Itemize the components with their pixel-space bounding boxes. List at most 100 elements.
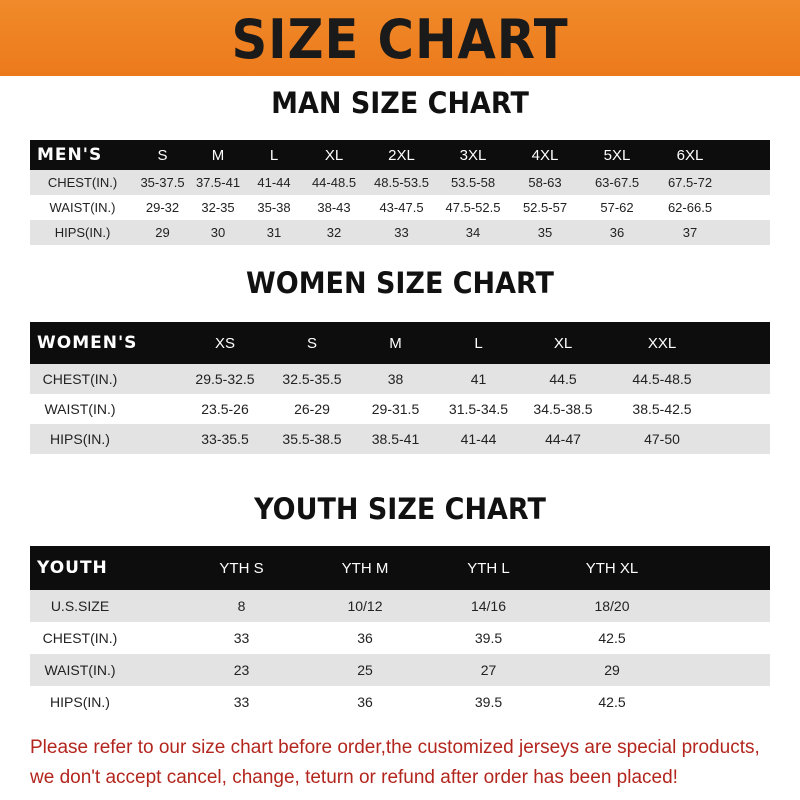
youth-section-title: YOUTH SIZE CHART [254,492,546,526]
measurement-value: 27 [480,662,497,678]
measurement-value: 63-67.5 [594,175,640,190]
measurement-value: 38 [387,371,404,387]
men-size-table: MEN'S S M L XL 2XL 3XL 4XL 5XL 6XL CHEST(IN.) 35-37… [30,140,770,245]
measurement-value: 33 [233,694,250,710]
measurement-value: 37 [682,225,698,240]
measurement-value: 33 [233,630,250,646]
measurement-value: 26-29 [294,401,330,417]
table-row: WAIST(IN.) 23.5-26 26-29 29-31.5 31.5-34.5 34… [30,394,770,424]
measurement-value: 62-66.5 [667,200,713,215]
table-title-cell: YOUTH [37,558,108,578]
size-header-cell: 2XL [388,146,415,164]
measurement-value: 41 [470,371,487,387]
size-header-cell: XL [324,146,344,164]
size-header-cell: S [157,146,168,164]
measurement-value: 34.5-38.5 [533,401,593,417]
size-header-cell: M [211,146,225,164]
measurement-label: WAIST(IN.) [44,401,116,417]
measurement-value: 43-47.5 [379,200,424,215]
women-size-table: WOMEN'S XS S M L XL XXL CHEST(IN.) 29.5-32.5 32.5… [30,322,770,454]
size-header-cell: 4XL [531,146,559,164]
measurement-label: CHEST(IN.) [47,175,118,190]
measurement-value: 57-62 [600,200,634,215]
size-header-cell: M [389,334,402,352]
measurement-value: 39.5 [474,630,503,646]
measurement-label: HIPS(IN.) [50,694,110,710]
measurement-value: 30 [210,225,226,240]
measurement-value: 38-43 [317,200,351,215]
measurement-value: 38.5-41 [371,431,420,447]
measurement-value: 36 [609,225,625,240]
measurement-value: 42.5 [598,630,626,646]
measurement-value: 31.5-34.5 [448,401,509,417]
measurement-value: 32-35 [201,200,235,215]
size-header-cell: YTH XL [585,559,639,577]
measurement-label: WAIST(IN.) [49,200,116,215]
notice-line-2: we don't accept cancel, change, teturn o… [30,767,678,788]
measurement-value: 36 [357,694,373,710]
size-header-cell: XL [553,334,573,352]
table-header-row: WOMEN'S XS S M L XL XXL [30,322,770,364]
table-title-cell: WOMEN'S [37,333,138,353]
measurement-label: HIPS(IN.) [54,225,111,240]
measurement-value: 23.5-26 [201,401,249,417]
banner: SIZE CHART [0,0,800,76]
table-row: WAIST(IN.) 29-32 32-35 35-38 38-43 43-47.5 47.… [30,195,770,220]
size-header-cell: S [306,334,317,352]
measurement-value: 33-35.5 [201,431,249,447]
measurement-value: 34 [465,225,481,240]
measurement-value: 42.5 [598,694,626,710]
table-row: HIPS(IN.) 29 30 31 32 33 34 35 36 37 [30,220,770,245]
size-header-cell: YTH S [219,559,264,577]
measurement-value: 48.5-53.5 [374,175,429,190]
table-row: WAIST(IN.) 23 25 27 29 [30,654,770,686]
measurement-value: 10/12 [347,598,383,614]
table-row: CHEST(IN.) 29.5-32.5 32.5-35.5 38 41 44.5 44.5… [30,364,770,394]
measurement-value: 29 [604,662,620,678]
measurement-value: 14/16 [470,598,507,614]
size-header-cell: 3XL [459,146,487,164]
size-header-cell: 6XL [676,146,704,164]
measurement-value: 35-37.5 [140,175,185,190]
measurement-value: 41-44 [460,431,497,447]
measurement-value: 35.5-38.5 [282,431,342,447]
size-header-cell: YTH M [341,559,389,577]
measurement-value: 35-38 [257,200,291,215]
table-row: CHEST(IN.) 33 36 39.5 42.5 [30,622,770,654]
measurement-value: 32 [326,225,342,240]
table-row: U.S.SIZE 8 10/12 14/16 18/20 [30,590,770,622]
measurement-value: 8 [237,598,246,614]
measurement-value: 36 [357,630,373,646]
measurement-value: 44-48.5 [311,175,357,190]
size-header-cell: 5XL [603,146,631,164]
measurement-value: 32.5-35.5 [282,371,342,387]
measurement-value: 23 [233,662,250,678]
measurement-value: 29-32 [145,200,180,215]
women-section-title: WOMEN SIZE CHART [246,266,554,300]
measurement-value: 41-44 [257,175,291,190]
measurement-label: CHEST(IN.) [42,371,118,387]
table-row: HIPS(IN.) 33 36 39.5 42.5 [30,686,770,718]
measurement-value: 47-50 [644,431,680,447]
measurement-value: 37.5-41 [195,175,241,190]
size-header-cell: XS [214,334,235,352]
measurement-value: 44-47 [545,431,581,447]
banner-title: SIZE CHART [231,8,569,71]
measurement-value: 67.5-72 [667,175,713,190]
table-header-row: MEN'S S M L XL 2XL 3XL 4XL 5XL 6XL [30,140,770,170]
measurement-value: 47.5-52.5 [445,200,501,215]
measurement-label: U.S.SIZE [50,598,110,614]
size-header-cell: XXL [647,334,677,352]
measurement-value: 58-63 [528,175,562,190]
measurement-value: 33 [394,225,409,240]
measurement-value: 29 [155,225,170,240]
table-row: HIPS(IN.) 33-35.5 35.5-38.5 38.5-41 41-44 44-… [30,424,770,454]
measurement-value: 38.5-42.5 [632,401,692,417]
size-header-cell: L [474,334,483,352]
table-row: CHEST(IN.) 35-37.5 37.5-41 41-44 44-48.5 48.5… [30,170,770,195]
measurement-label: HIPS(IN.) [50,431,110,447]
measurement-value: 35 [537,225,553,240]
youth-size-table: YOUTH YTH S YTH M YTH L YTH XL U.S.SIZE 8 10/12… [30,546,770,718]
measurement-value: 25 [357,662,373,678]
size-header-cell: YTH L [467,559,510,577]
